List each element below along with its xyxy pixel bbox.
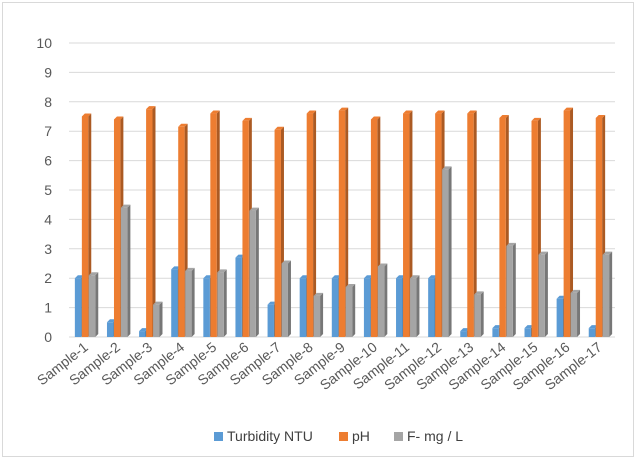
bar-f-mg-l-3	[153, 301, 163, 337]
y-tick-label: 6	[44, 153, 52, 169]
y-tick-label: 9	[44, 64, 52, 80]
bar-f-mg-l-10	[377, 263, 388, 337]
bar-f-mg-l-14	[506, 242, 516, 337]
legend-label: Turbidity NTU	[227, 428, 313, 444]
bar-f-mg-l-8	[313, 292, 324, 337]
bar-f-mg-l-4	[185, 267, 195, 337]
y-tick-label: 7	[44, 123, 52, 139]
y-tick-label: 0	[44, 329, 52, 345]
bar-f-mg-l-2	[120, 204, 131, 337]
bar-f-mg-l-7	[281, 260, 291, 337]
y-tick-label: 8	[44, 94, 52, 110]
bar-f-mg-l-9	[345, 284, 356, 337]
y-tick-label: 3	[44, 241, 52, 257]
bar-f-mg-l-5	[217, 269, 227, 337]
legend-swatch	[339, 432, 348, 441]
bar-f-mg-l-12	[442, 166, 452, 337]
bar-f-mg-l-17	[602, 251, 613, 337]
y-tick-label: 10	[36, 35, 52, 51]
legend-label: pH	[352, 428, 370, 444]
bar-ph-16	[563, 107, 574, 338]
legend-swatch	[394, 432, 403, 441]
legend-item: pH	[339, 428, 370, 444]
bar-f-mg-l-1	[88, 272, 99, 337]
y-tick-label: 5	[44, 182, 52, 198]
bar-f-mg-l-13	[474, 291, 484, 337]
bar-ph-13	[467, 110, 477, 337]
bar-f-mg-l-11	[410, 275, 420, 337]
bar-ph-3	[146, 106, 156, 338]
legend-swatch	[214, 432, 223, 441]
y-tick-label: 2	[44, 270, 52, 286]
bar-ph-9	[338, 107, 349, 338]
bar-f-mg-l-15	[538, 251, 548, 337]
legend-label: F- mg / L	[407, 428, 463, 444]
bar-f-mg-l-16	[570, 289, 581, 337]
legend-item: Turbidity NTU	[214, 428, 313, 444]
chart-area: 0 1 2 3 4 5 6 7 8 9 10 Sample-1 Sample-2 Sample-3 Sam…	[2, 2, 634, 457]
legend-item: F- mg / L	[394, 428, 463, 444]
bar-f-mg-l-6	[249, 207, 259, 337]
y-tick-label: 1	[44, 300, 52, 316]
y-tick-label: 4	[44, 211, 52, 227]
bar-ph-8	[306, 110, 317, 337]
